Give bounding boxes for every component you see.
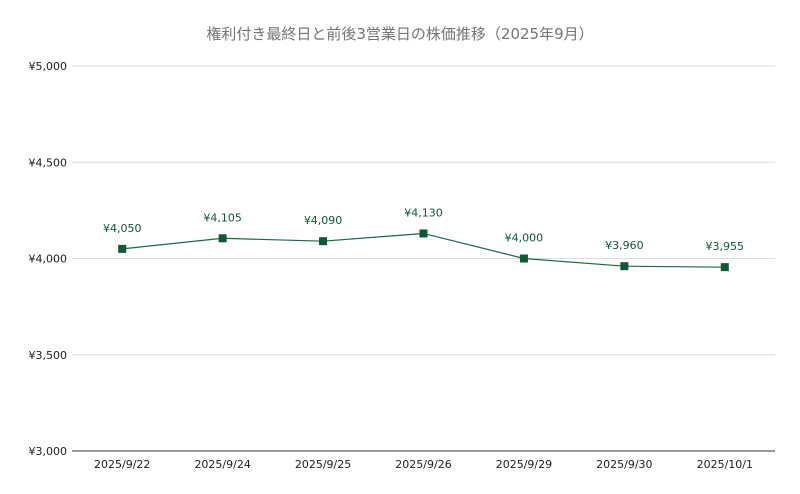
x-tick-label: 2025/10/1: [697, 458, 753, 471]
x-tick-label: 2025/9/30: [596, 458, 652, 471]
data-label: ¥4,050: [103, 222, 142, 235]
y-tick-label: ¥3,500: [29, 349, 68, 362]
grid-lines: [72, 65, 775, 356]
data-label: ¥3,955: [706, 240, 745, 253]
data-label: ¥4,130: [404, 206, 443, 219]
y-tick-label: ¥4,500: [29, 156, 68, 169]
x-axis-ticks: 2025/9/22 2025/9/24 2025/9/25 2025/9/26 2025…: [94, 458, 753, 471]
chart-title: 権利付き最終日と前後3営業日の株価推移（2025年9月）: [206, 25, 593, 43]
data-point: [419, 229, 428, 238]
data-label: ¥3,960: [605, 239, 644, 252]
data-point: [319, 237, 328, 246]
data-label: ¥4,105: [203, 211, 242, 224]
x-tick-label: 2025/9/25: [295, 458, 351, 471]
x-tick-label: 2025/9/24: [194, 458, 250, 471]
x-tick-label: 2025/9/29: [496, 458, 552, 471]
y-axis-ticks: ¥3,000 ¥3,500 ¥4,000 ¥4,500 ¥5,000: [29, 60, 68, 458]
data-point: [118, 244, 127, 253]
data-labels: ¥4,050 ¥4,105 ¥4,090 ¥4,130 ¥4,000 ¥3,960 ¥3,9…: [103, 206, 744, 253]
y-tick-label: ¥5,000: [29, 60, 68, 73]
y-tick-label: ¥3,000: [29, 445, 68, 458]
x-tick-label: 2025/9/26: [395, 458, 451, 471]
data-point: [218, 234, 227, 243]
x-tick-label: 2025/9/22: [94, 458, 150, 471]
data-points: [118, 229, 729, 272]
y-tick-label: ¥4,000: [29, 253, 68, 266]
data-point: [620, 262, 629, 271]
data-point: [720, 263, 729, 272]
data-point: [519, 254, 528, 263]
data-label: ¥4,000: [505, 232, 544, 245]
data-label: ¥4,090: [304, 214, 343, 227]
